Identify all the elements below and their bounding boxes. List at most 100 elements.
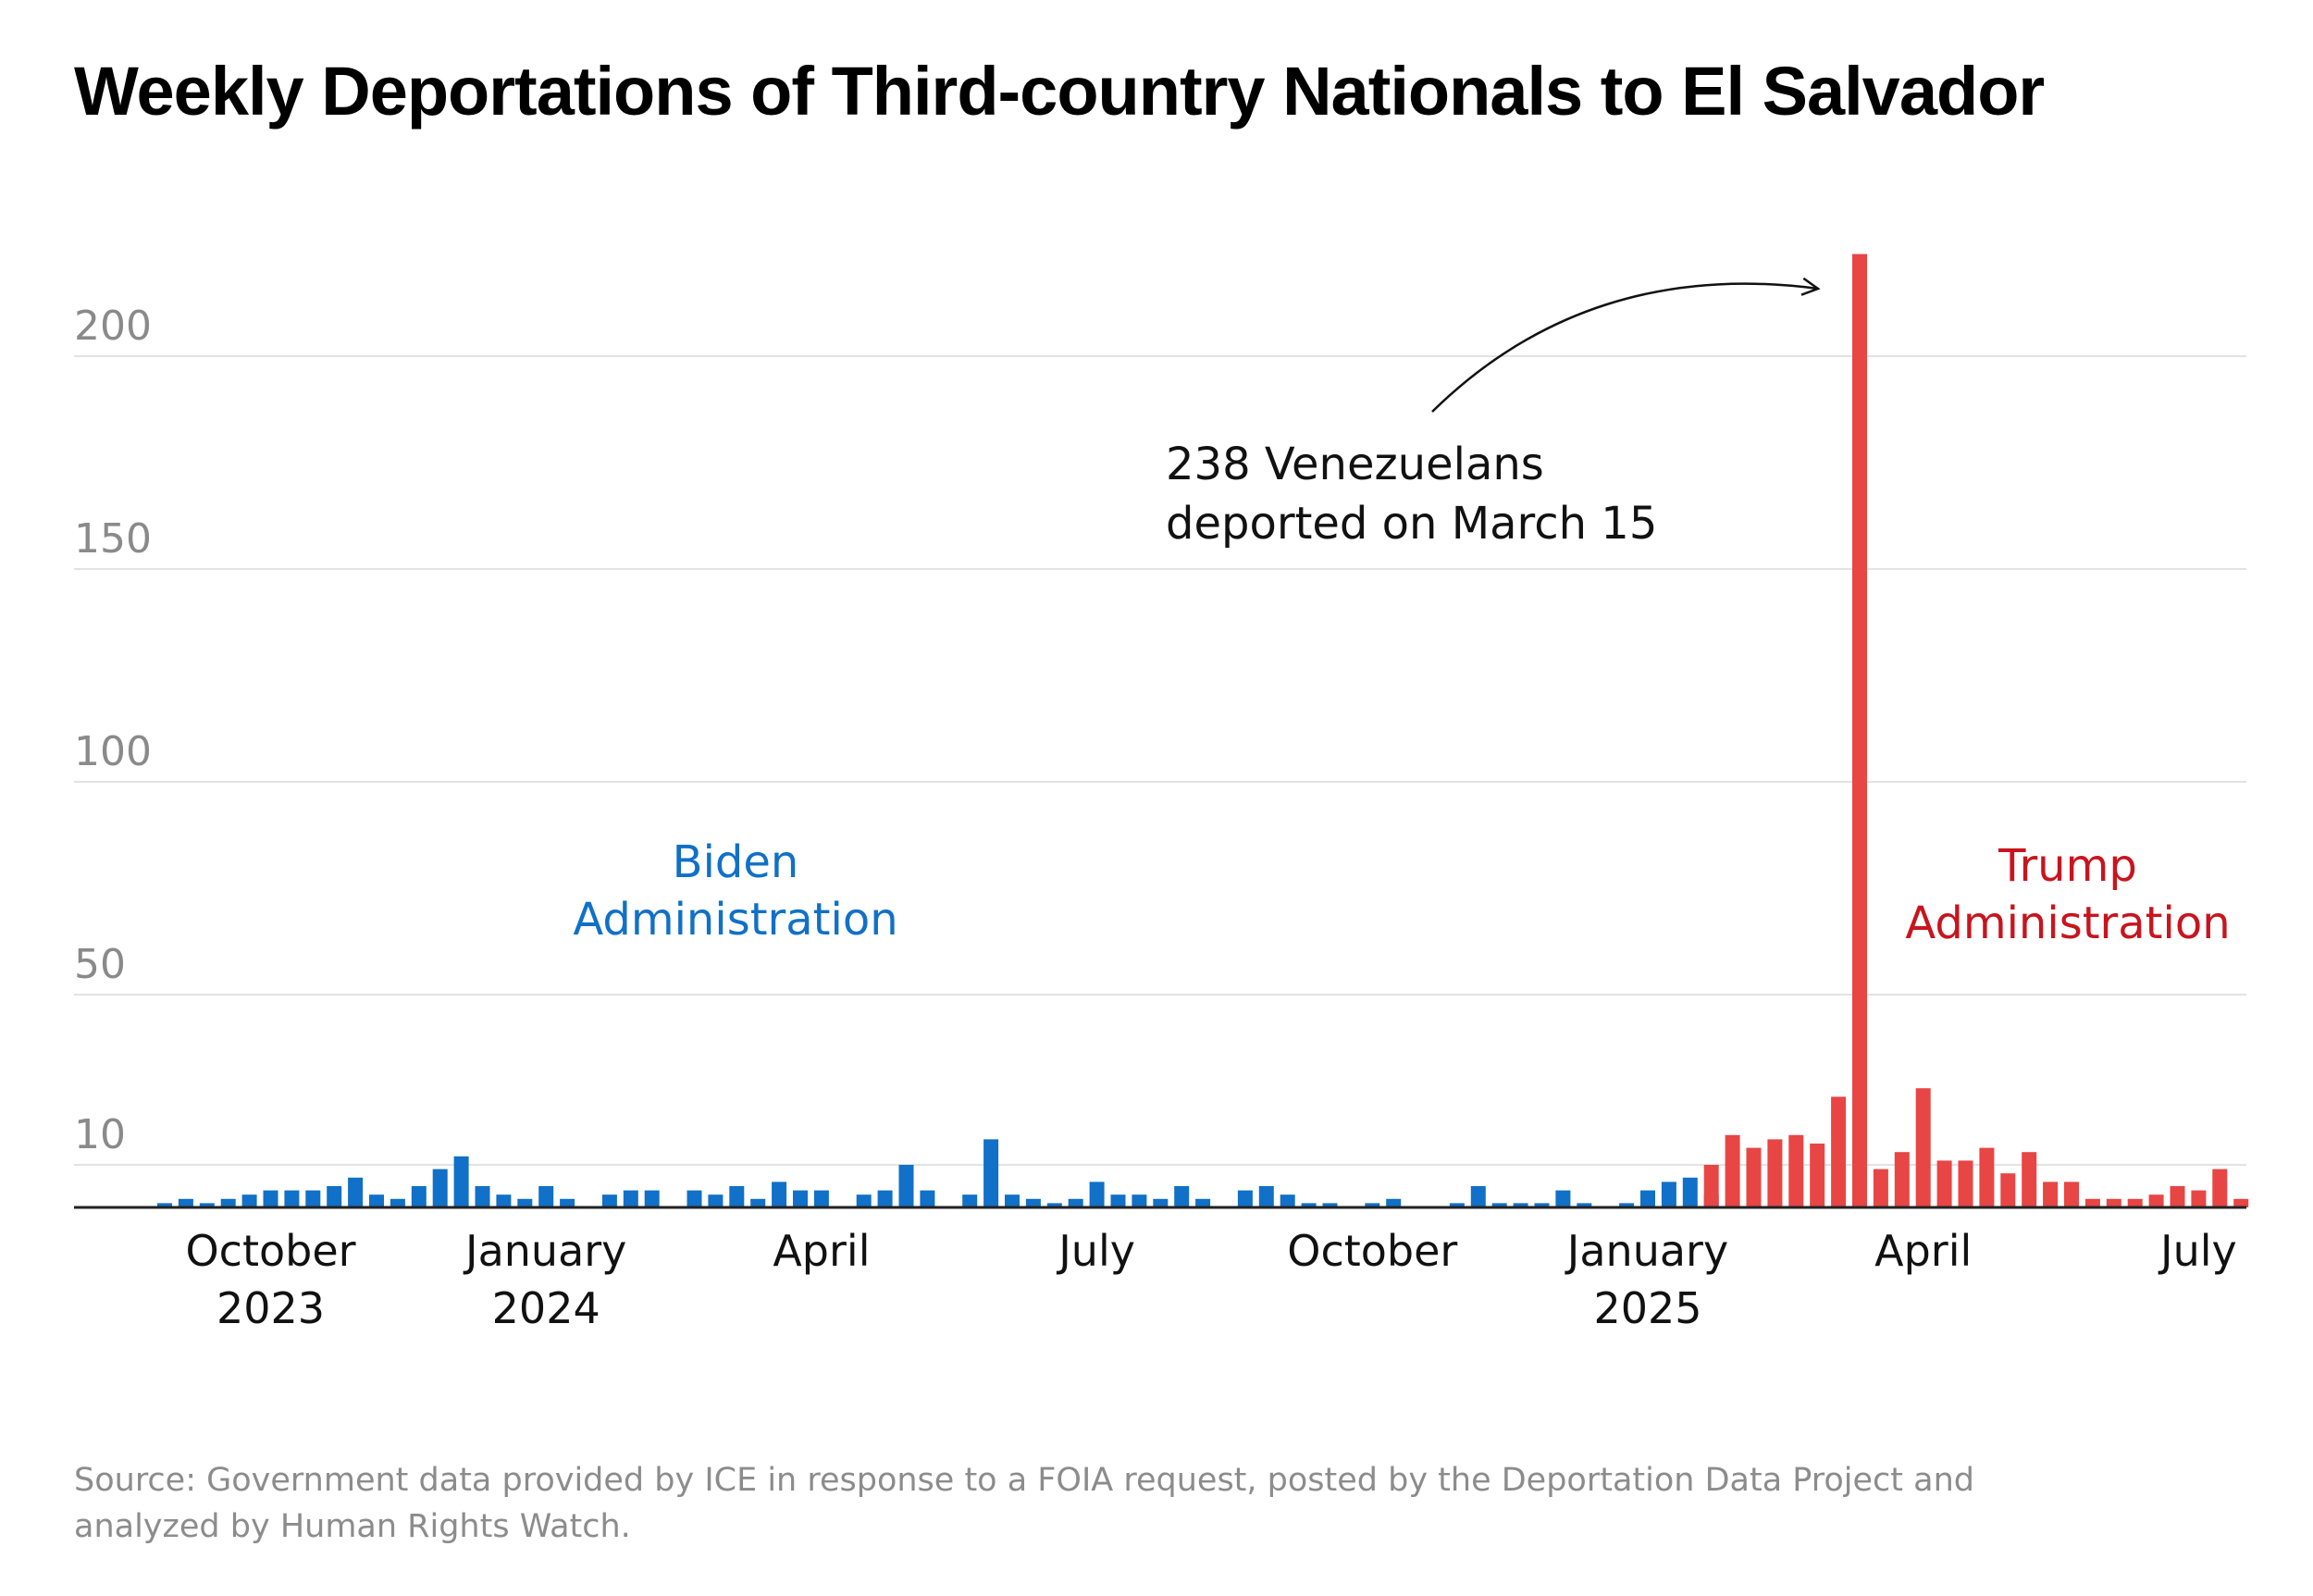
annotation-line-1: 238 Venezuelans [1166,439,1544,490]
x-tick-year-0: 2023 [216,1283,325,1333]
annotation-line-2: deported on March 15 [1166,498,1657,550]
bar-biden-28 [793,1190,808,1207]
bar-biden-13 [432,1169,448,1207]
bar-biden-57 [1534,1203,1550,1207]
bar-biden-18 [538,1186,554,1207]
bar-biden-63 [1682,1177,1698,1207]
bar-trump-20 [2127,1198,2143,1207]
bar-trump-18 [2084,1198,2100,1207]
bar-biden-38 [1046,1203,1062,1207]
bar-biden-0 [157,1203,172,1207]
bar-biden-39 [1068,1198,1083,1207]
biden-admin-label-line-2: Administration [573,894,897,946]
x-tick-year-1: 2024 [492,1283,600,1333]
bar-biden-20 [601,1194,617,1207]
annotation-arrow [1431,277,1821,413]
y-tick-label-50: 50 [74,941,126,988]
bar-biden-42 [1132,1194,1147,1207]
x-tick-label-3: July [1056,1226,1135,1276]
x-tick-label-5: January [1565,1226,1728,1276]
bar-trump-24 [2212,1169,2228,1207]
x-tick-label-7: July [2158,1226,2237,1276]
bar-trump-1 [1725,1134,1740,1207]
bar-biden-9 [348,1177,364,1207]
x-tick-label-0: October [185,1226,355,1276]
bar-trump-21 [2148,1194,2164,1207]
x-axis-tick-labels: October 2023 January 2024 April July October Ja… [185,1226,2236,1333]
bar-trump-15 [2022,1152,2037,1207]
x-tick-label-6: April [1874,1226,1972,1276]
bar-biden-26 [750,1198,766,1207]
bar-trump-16 [2043,1182,2059,1207]
bar-trump-6 [1831,1096,1847,1207]
bar-trump-8 [1873,1169,1888,1207]
bar-biden-11 [390,1198,405,1207]
bar-biden-27 [772,1182,787,1207]
bar-biden-61 [1640,1190,1655,1207]
bar-biden-8 [327,1186,342,1207]
bar-biden-46 [1237,1190,1253,1207]
bar-biden-6 [284,1190,300,1207]
bar-biden-35 [983,1139,999,1207]
x-tick-label-2: April [773,1226,870,1276]
x-tick-label-4: October [1287,1226,1457,1276]
bar-biden-40 [1089,1182,1105,1207]
bar-biden-24 [708,1194,724,1207]
y-tick-label-100: 100 [74,728,152,775]
bar-biden-48 [1280,1194,1295,1207]
bar-biden-21 [623,1190,638,1207]
source-note: Source: Government data provided by ICE … [74,1462,1974,1545]
bar-biden-43 [1153,1198,1169,1207]
bar-biden-5 [263,1190,278,1207]
bar-biden-37 [1025,1198,1041,1207]
x-tick-label-1: January [463,1226,626,1276]
bar-biden-53 [1449,1203,1465,1207]
bar-trump-3 [1767,1139,1783,1207]
bar-biden-52 [1386,1198,1402,1207]
bar-biden-3 [220,1198,236,1207]
bar-trump-4 [1788,1134,1804,1207]
bar-biden-62 [1661,1182,1676,1207]
biden-admin-label-line-1: Biden [673,836,799,888]
y-tick-label-150: 150 [74,515,152,563]
bar-biden-50 [1322,1203,1338,1207]
bar-trump-7 [1852,254,1867,1208]
bar-biden-56 [1513,1203,1528,1207]
bar-biden-41 [1110,1194,1126,1207]
bar-biden-1 [178,1198,193,1207]
bar-biden-58 [1555,1190,1571,1207]
bar-biden-15 [475,1186,490,1207]
y-axis-tick-labels: 10 50 100 150 200 [74,303,152,1158]
bar-biden-44 [1174,1186,1190,1207]
bar-biden-4 [241,1194,257,1207]
bar-biden-14 [453,1156,469,1207]
gridlines [74,355,2246,1166]
y-tick-label-200: 200 [74,303,152,350]
bar-biden-54 [1470,1186,1486,1207]
trump-admin-label-line-2: Administration [1905,897,2230,949]
bar-biden-19 [560,1198,575,1207]
chart-title: Weekly Deportations of Third-country Nat… [74,53,2045,130]
bar-trump-23 [2191,1190,2207,1207]
bar-biden-25 [729,1186,745,1207]
bar-biden-23 [686,1190,702,1207]
bar-trump-0 [1703,1165,1719,1207]
bar-biden-17 [517,1198,533,1207]
y-tick-label-10: 10 [74,1111,126,1158]
bar-trump-22 [2170,1186,2185,1207]
bar-trump-9 [1894,1152,1910,1207]
bar-biden-33 [920,1190,935,1207]
bar-trump-2 [1746,1147,1762,1207]
bar-trump-19 [2106,1198,2121,1207]
bar-biden-22 [644,1190,660,1207]
bar-biden-10 [369,1194,384,1207]
bar-biden-16 [496,1194,512,1207]
bar-biden-7 [305,1190,321,1207]
bar-trump-14 [2000,1173,2016,1207]
bar-trump-11 [1936,1160,1952,1207]
bar-biden-30 [856,1194,872,1207]
bar-biden-34 [962,1194,978,1207]
bar-biden-60 [1619,1203,1635,1207]
bar-trump-10 [1915,1088,1931,1207]
